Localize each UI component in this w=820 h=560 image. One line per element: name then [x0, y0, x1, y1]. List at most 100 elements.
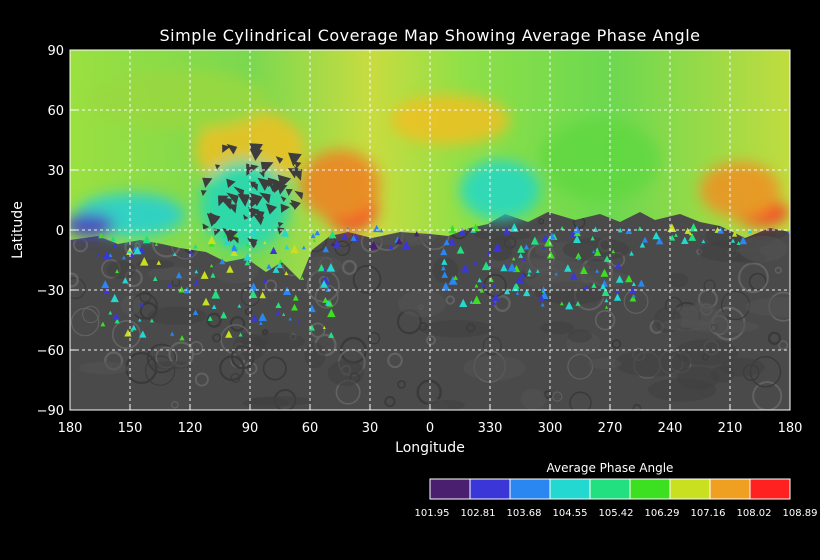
coverage-facet: [127, 249, 132, 253]
coverage-facet: [207, 235, 216, 245]
y-axis: 90 60 30 0 −30 −60 −90: [37, 44, 76, 419]
coverage-facet: [492, 283, 496, 287]
crater-mark: [708, 315, 729, 336]
coverage-facet: [402, 240, 411, 250]
crater-mark: [649, 319, 664, 334]
terrain-shade: [710, 365, 735, 383]
coverage-facet: [243, 252, 252, 261]
y-tick-label: 30: [47, 164, 64, 179]
coverage-facet: [500, 263, 508, 272]
coverage-facet: [115, 269, 120, 274]
coverage-facet: [108, 253, 113, 258]
terrain-shade: [488, 236, 513, 262]
coverage-facet: [276, 261, 283, 269]
coverage-facet: [667, 223, 677, 233]
coverage-facet: [527, 272, 531, 277]
coverage-facet: [736, 241, 741, 245]
coverage-facet: [175, 271, 183, 279]
coverage-gap: [227, 204, 237, 214]
coverage-facet: [701, 239, 706, 244]
coverage-gap: [294, 161, 302, 169]
terrain-shade: [426, 399, 448, 410]
coverage-facet: [237, 303, 242, 308]
coverage-facet: [326, 263, 336, 272]
colorbar-swatch: [750, 479, 791, 499]
crater-mark: [703, 339, 720, 356]
terrain-shade: [674, 339, 739, 366]
terrain-shade: [242, 397, 290, 409]
coverage-facet: [576, 256, 581, 261]
terrain-shade: [676, 366, 720, 391]
coverage-gap: [259, 192, 271, 204]
coverage-facet: [600, 268, 609, 277]
coverage-facet: [583, 284, 589, 290]
x-tick-label: 60: [302, 421, 319, 436]
crater-mark: [101, 258, 121, 279]
coverage-facet: [787, 228, 790, 234]
coverage-facet: [323, 267, 327, 272]
coverage-facet: [129, 327, 134, 332]
coverage-facet: [152, 276, 158, 282]
coverage-facet: [460, 263, 470, 273]
coverage-facet: [504, 288, 511, 295]
colorbar-swatches: [429, 478, 791, 500]
coverage-facet: [179, 335, 185, 341]
x-tick-label: 0: [426, 421, 434, 436]
colorbar-swatch: [710, 479, 751, 499]
crater-mark: [701, 353, 709, 361]
colorbar-tick-label: 104.55: [553, 508, 588, 519]
coverage-gap: [226, 192, 239, 205]
coverage-facet: [554, 272, 558, 276]
coverage-facet: [479, 288, 485, 293]
crater-mark: [234, 342, 245, 353]
coverage-facet: [300, 276, 305, 281]
coverage-facet: [631, 281, 636, 286]
coverage-facet: [98, 232, 104, 239]
terrain-shade: [688, 320, 760, 334]
coverage-facet: [459, 298, 468, 307]
colorbar-swatch: [470, 479, 511, 499]
coverage-facet: [592, 249, 596, 254]
crater-mark: [314, 333, 337, 357]
coverage-facet: [507, 262, 517, 272]
coverage-facet: [193, 243, 198, 249]
crater-mark: [125, 351, 158, 385]
colorbar-tick-label: 105.42: [599, 508, 634, 519]
coverage-facet: [564, 264, 572, 272]
x-tick-label: 330: [478, 421, 503, 436]
coverage-facet: [322, 297, 329, 303]
map-title: Simple Cylindrical Coverage Map Showing …: [160, 26, 701, 45]
terrain-shade: [728, 251, 767, 264]
crater-mark: [633, 351, 661, 379]
terrain-shade: [667, 272, 689, 288]
coverage-facet: [167, 282, 173, 287]
coverage-facet: [369, 240, 379, 250]
crater-mark: [672, 301, 701, 331]
crater-mark: [567, 353, 594, 380]
coverage-facet: [629, 294, 637, 302]
coverage-facet: [469, 300, 474, 304]
coverage-facet: [230, 248, 238, 257]
coverage-gap: [252, 213, 265, 226]
terrain-shade: [738, 235, 788, 262]
terrain-shade: [420, 320, 494, 338]
y-axis-label: Latitude: [10, 201, 26, 259]
coverage-facet: [639, 242, 646, 248]
coverage-gap: [218, 196, 232, 210]
crater-mark: [527, 242, 556, 272]
coverage-facet: [473, 260, 478, 265]
coverage-facet: [448, 275, 458, 285]
coverage-facet: [538, 294, 545, 301]
crater-mark: [418, 304, 424, 310]
crater-mark: [104, 351, 124, 371]
crater-mark: [752, 381, 783, 410]
crater-mark: [425, 335, 436, 346]
coverage-facet: [637, 279, 645, 287]
crater-mark: [171, 278, 181, 287]
crater-mark: [767, 331, 782, 345]
crater-mark: [146, 343, 177, 374]
crater-mark: [552, 391, 563, 402]
coverage-facet: [517, 244, 526, 253]
y-tick-label: 60: [47, 104, 64, 119]
crater-mark: [727, 246, 739, 258]
